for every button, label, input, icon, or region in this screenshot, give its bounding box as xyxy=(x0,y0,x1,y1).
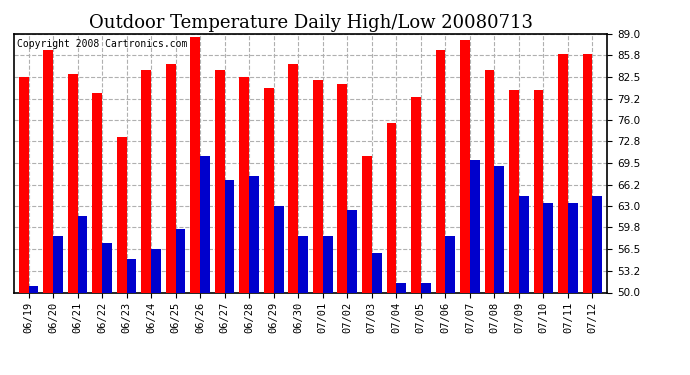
Bar xyxy=(568,203,578,292)
Bar xyxy=(337,84,347,292)
Bar xyxy=(239,77,249,292)
Bar xyxy=(215,70,225,292)
Title: Outdoor Temperature Daily High/Low 20080713: Outdoor Temperature Daily High/Low 20080… xyxy=(88,14,533,32)
Bar xyxy=(509,90,519,292)
Bar xyxy=(126,260,137,292)
Bar xyxy=(582,54,593,292)
Bar xyxy=(313,80,323,292)
Bar xyxy=(484,70,495,292)
Bar xyxy=(68,74,77,292)
Bar xyxy=(593,196,602,292)
Bar xyxy=(166,64,176,292)
Bar xyxy=(533,90,544,292)
Bar xyxy=(519,196,529,292)
Bar xyxy=(396,282,406,292)
Bar xyxy=(176,230,186,292)
Bar xyxy=(347,210,357,292)
Bar xyxy=(190,37,200,292)
Bar xyxy=(141,70,151,292)
Bar xyxy=(28,286,39,292)
Bar xyxy=(362,156,372,292)
Bar xyxy=(435,50,445,292)
Bar xyxy=(53,236,63,292)
Bar xyxy=(43,50,53,292)
Bar xyxy=(274,206,284,292)
Bar xyxy=(460,40,470,292)
Bar xyxy=(544,203,553,292)
Bar xyxy=(495,166,504,292)
Bar xyxy=(92,93,102,292)
Bar xyxy=(117,136,126,292)
Bar xyxy=(421,282,431,292)
Bar xyxy=(445,236,455,292)
Bar xyxy=(288,64,298,292)
Text: Copyright 2008 Cartronics.com: Copyright 2008 Cartronics.com xyxy=(17,39,187,49)
Bar xyxy=(200,156,210,292)
Bar xyxy=(249,176,259,292)
Bar xyxy=(151,249,161,292)
Bar xyxy=(372,253,382,292)
Bar xyxy=(470,160,480,292)
Bar xyxy=(411,97,421,292)
Bar xyxy=(264,88,274,292)
Bar xyxy=(298,236,308,292)
Bar xyxy=(19,77,28,292)
Bar xyxy=(225,180,235,292)
Bar xyxy=(323,236,333,292)
Bar xyxy=(102,243,112,292)
Bar xyxy=(77,216,88,292)
Bar xyxy=(558,54,568,292)
Bar xyxy=(386,123,396,292)
